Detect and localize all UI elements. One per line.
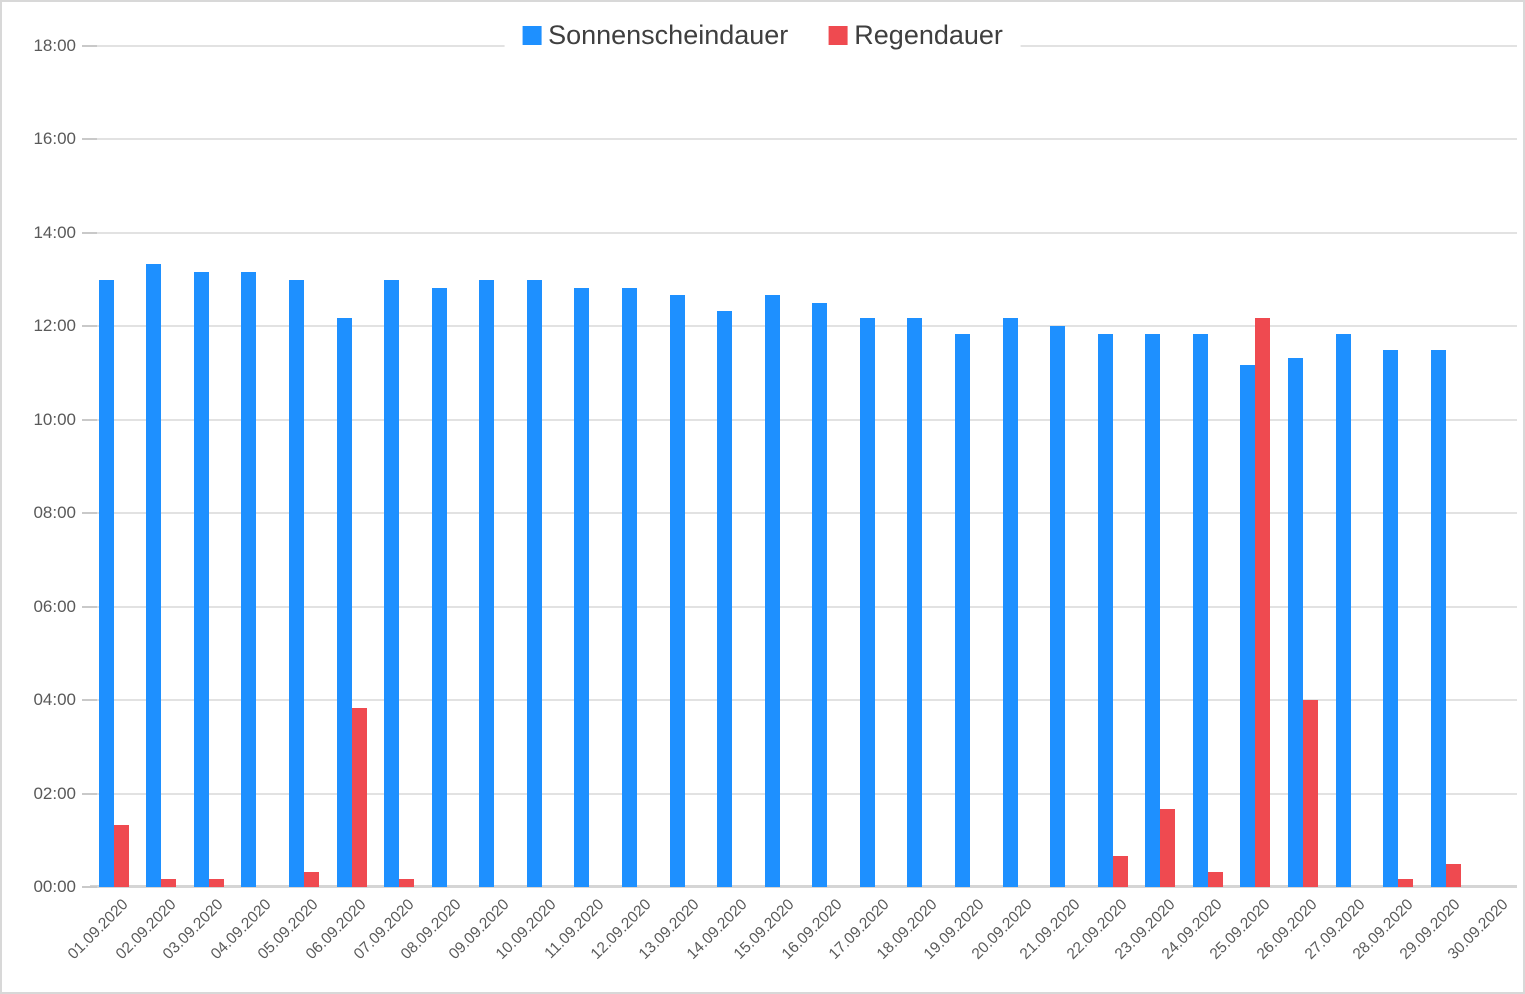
sonnenscheindauer-swatch-icon (522, 26, 542, 45)
bar-regendauer-05.09.2020 (304, 871, 320, 887)
bar-regendauer-29.09.2020 (1445, 863, 1461, 887)
bar-sonnenscheindauer-06.09.2020 (336, 318, 352, 887)
y-tickmark-12:00 (82, 325, 97, 328)
bar-sonnenscheindauer-26.09.2020 (1287, 357, 1303, 887)
bar-regendauer-03.09.2020 (208, 879, 224, 887)
bar-sonnenscheindauer-14.09.2020 (717, 310, 733, 887)
gridline-16:00 (90, 138, 1517, 141)
bar-sonnenscheindauer-25.09.2020 (1240, 365, 1256, 887)
y-tickmark-14:00 (82, 231, 97, 234)
bar-sonnenscheindauer-11.09.2020 (574, 287, 590, 887)
bar-sonnenscheindauer-17.09.2020 (859, 318, 875, 887)
y-axis-label-06:00: 06:00 (33, 596, 76, 616)
legend-label-regendauer: Regendauer (854, 20, 1003, 50)
bar-sonnenscheindauer-10.09.2020 (526, 279, 542, 887)
bar-sonnenscheindauer-23.09.2020 (1145, 334, 1161, 887)
y-tickmark-00:00 (82, 886, 97, 888)
bar-sonnenscheindauer-21.09.2020 (1050, 326, 1066, 887)
gridline-02:00 (90, 792, 1517, 795)
bar-sonnenscheindauer-22.09.2020 (1097, 334, 1113, 887)
bar-regendauer-25.09.2020 (1255, 318, 1271, 887)
bar-regendauer-24.09.2020 (1207, 871, 1223, 887)
bar-sonnenscheindauer-28.09.2020 (1383, 349, 1399, 887)
bar-sonnenscheindauer-07.09.2020 (384, 279, 400, 887)
bar-sonnenscheindauer-09.09.2020 (479, 279, 495, 887)
bar-sonnenscheindauer-01.09.2020 (98, 279, 114, 887)
bar-regendauer-01.09.2020 (113, 824, 129, 887)
legend-item-sonnenscheindauer: Sonnenscheindauer (522, 22, 788, 49)
chart-legend: Sonnenscheindauer Regendauer (504, 16, 1021, 55)
y-axis-label-00:00: 00:00 (33, 877, 76, 896)
gridline-06:00 (90, 605, 1517, 608)
gridline-08:00 (90, 512, 1517, 515)
bar-sonnenscheindauer-19.09.2020 (954, 334, 970, 887)
bar-sonnenscheindauer-08.09.2020 (431, 287, 447, 887)
bar-sonnenscheindauer-04.09.2020 (241, 271, 257, 887)
bar-sonnenscheindauer-16.09.2020 (812, 302, 828, 887)
legend-label-sonnenscheindauer: Sonnenscheindauer (548, 20, 789, 50)
y-axis-label-16:00: 16:00 (33, 129, 76, 149)
bar-regendauer-02.09.2020 (161, 879, 177, 887)
bar-sonnenscheindauer-05.09.2020 (289, 279, 305, 887)
bar-sonnenscheindauer-24.09.2020 (1192, 334, 1208, 887)
y-axis-label-02:00: 02:00 (33, 783, 76, 803)
y-axis-label-18:00: 18:00 (33, 36, 76, 55)
bar-regendauer-26.09.2020 (1302, 700, 1318, 887)
y-tickmark-04:00 (82, 699, 97, 702)
bar-sonnenscheindauer-18.09.2020 (907, 318, 923, 887)
regendauer-swatch-icon (828, 26, 848, 45)
y-axis-label-14:00: 14:00 (33, 222, 76, 242)
y-tickmark-06:00 (82, 605, 97, 608)
y-axis-label-04:00: 04:00 (33, 690, 76, 710)
y-axis-label-08:00: 08:00 (33, 503, 76, 523)
bar-sonnenscheindauer-03.09.2020 (193, 271, 209, 887)
bar-regendauer-28.09.2020 (1398, 879, 1414, 887)
gridline-04:00 (90, 699, 1517, 702)
bar-sonnenscheindauer-02.09.2020 (146, 264, 162, 887)
y-tickmark-08:00 (82, 512, 97, 515)
gridline-14:00 (90, 231, 1517, 234)
bar-sonnenscheindauer-13.09.2020 (669, 295, 685, 887)
y-axis-label-12:00: 12:00 (33, 316, 76, 336)
y-axis-label-10:00: 10:00 (33, 409, 76, 429)
bar-regendauer-07.09.2020 (399, 879, 415, 887)
legend-item-regendauer: Regendauer (828, 22, 1003, 49)
gridline-10:00 (90, 418, 1517, 421)
gridline-00:00 (90, 885, 1517, 888)
y-tickmark-18:00 (82, 45, 97, 47)
bar-sonnenscheindauer-27.09.2020 (1335, 334, 1351, 887)
bar-regendauer-06.09.2020 (351, 708, 367, 887)
bar-regendauer-22.09.2020 (1112, 855, 1128, 887)
bar-sonnenscheindauer-29.09.2020 (1430, 349, 1446, 887)
gridline-12:00 (90, 325, 1517, 328)
y-tickmark-02:00 (82, 792, 97, 795)
bar-sonnenscheindauer-15.09.2020 (764, 295, 780, 887)
bar-sonnenscheindauer-12.09.2020 (622, 287, 638, 887)
bar-regendauer-23.09.2020 (1160, 808, 1176, 887)
plot-area (90, 45, 1517, 888)
y-tickmark-10:00 (82, 418, 97, 421)
y-tickmark-16:00 (82, 138, 97, 141)
bar-sonnenscheindauer-20.09.2020 (1002, 318, 1018, 887)
